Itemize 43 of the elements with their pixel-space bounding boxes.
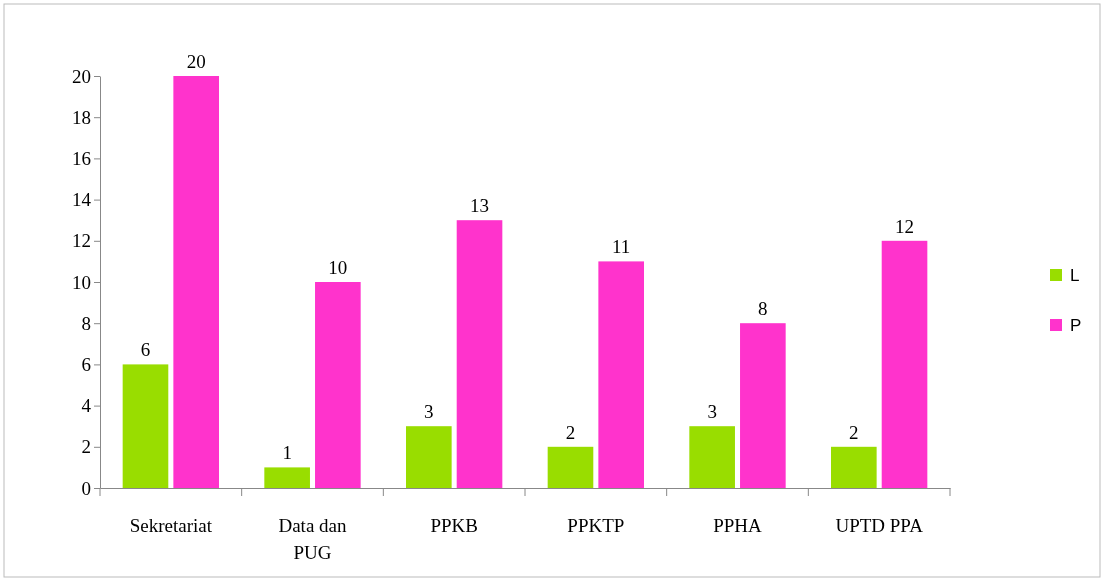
data-label: 20: [186, 51, 206, 72]
data-label: 13: [470, 195, 490, 217]
bar: [122, 364, 169, 488]
bar: [831, 446, 877, 488]
bar: [406, 426, 452, 488]
bar: [264, 467, 310, 488]
y-tick-label: 12: [72, 230, 91, 252]
data-label: 1: [282, 442, 292, 464]
legend-label: L: [1070, 266, 1080, 285]
y-tick-label: 0: [81, 477, 91, 499]
data-label: 11: [612, 236, 631, 258]
y-tick-label: 18: [72, 106, 91, 128]
data-label: 10: [328, 257, 348, 278]
y-tick-label: 10: [72, 271, 91, 293]
y-tick-label: 16: [72, 147, 91, 169]
x-tick-label: PPKTP: [567, 515, 625, 536]
x-tick-label: Sekretariat: [129, 515, 213, 536]
y-tick-label: 2: [81, 436, 91, 458]
bar: [173, 76, 219, 488]
y-tick-label: 4: [81, 395, 92, 417]
data-label: 2: [565, 421, 576, 443]
data-label: 12: [895, 215, 915, 237]
x-tick-label: PPHA: [713, 515, 763, 536]
bar: [689, 426, 735, 488]
data-label: 6: [140, 339, 151, 361]
x-tick-label: PPKB: [430, 515, 478, 536]
bar: [456, 220, 503, 488]
x-tick-label: Data dan PUG: [278, 515, 348, 563]
y-tick-label: 14: [72, 189, 92, 211]
bar: [740, 323, 786, 488]
bar: [547, 446, 594, 488]
data-label: 8: [758, 298, 768, 320]
data-label: 3: [707, 401, 717, 423]
y-tick-label: 6: [81, 353, 91, 375]
data-label: 2: [849, 421, 859, 443]
y-tick-label: 8: [81, 312, 91, 334]
data-label: 3: [424, 401, 434, 423]
bar: [315, 282, 361, 488]
legend-label: P: [1070, 316, 1082, 335]
bar: [598, 261, 644, 488]
y-tick-label: 20: [72, 65, 91, 87]
bar: [881, 240, 928, 488]
x-tick-label: UPTD PPA: [835, 515, 924, 536]
